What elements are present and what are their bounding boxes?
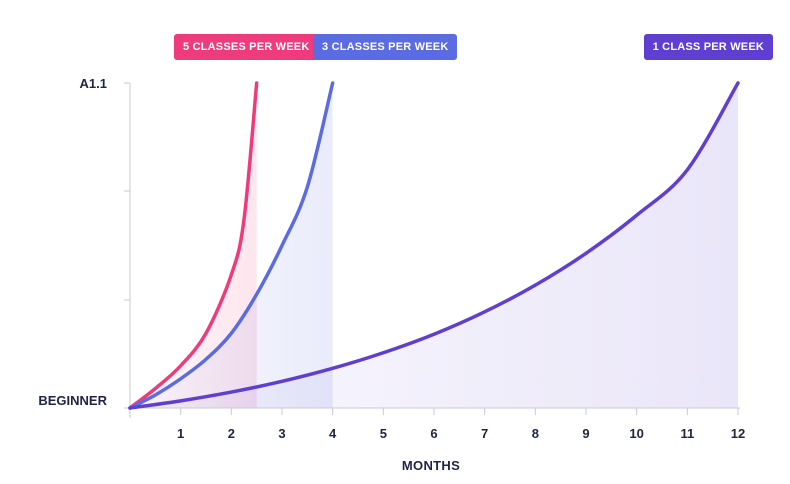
x-tick-label: 11 [680,426,694,441]
series-area-0 [130,83,257,408]
y-tick-label-bottom: BEGINNER [38,393,107,408]
series-area-2 [130,83,738,408]
x-tick-label: 10 [629,426,643,441]
legend-badge-2: 1 CLASS PER WEEK [643,34,773,60]
x-axis-title: MONTHS [402,458,460,473]
series-line-2 [128,81,740,410]
legend-badge-1: 3 CLASSES PER WEEK [313,34,458,60]
series-lines [128,81,740,410]
x-tick-label: 2 [228,426,235,441]
x-tick-label: 6 [430,426,437,441]
x-tick-label: 9 [582,426,589,441]
series-line-1 [128,81,335,410]
x-tick-label: 5 [380,426,387,441]
series-line-0 [128,81,259,410]
x-tick-label: 1 [177,426,184,441]
x-tick-label: 12 [731,426,745,441]
legend-badge-0: 5 CLASSES PER WEEK [174,34,319,60]
x-tick-label: 7 [481,426,488,441]
x-tick-label: 3 [278,426,285,441]
axes [124,82,740,418]
series-area-1 [130,83,333,408]
x-tick-label: 4 [329,426,337,441]
x-tick-label: 8 [532,426,539,441]
x-ticks: 1 2 3 4 5 6 7 8 9 10 11 12 [177,408,745,441]
series-fills [130,83,738,408]
y-tick-label-top: A1.1 [80,76,107,91]
